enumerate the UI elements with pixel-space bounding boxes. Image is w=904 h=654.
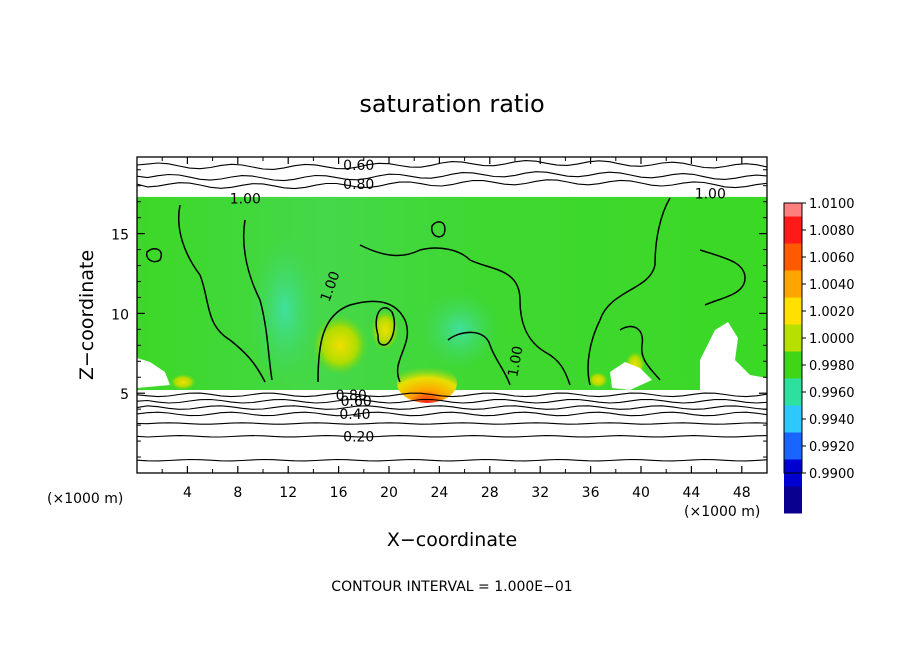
chart-title: saturation ratio [359, 90, 544, 118]
x-axis: 4 8 12 16 20 24 28 32 36 40 44 48 [161, 157, 768, 501]
contour-label: 1.00 [230, 191, 261, 207]
contour-label: 1.00 [505, 345, 526, 378]
plot-area [137, 196, 767, 403]
contour-line [178, 204, 266, 383]
colorbar-swatch [784, 270, 802, 298]
x-unit-right: (×1000 m) [684, 504, 760, 520]
contour-label: 0.60 [341, 394, 372, 410]
x-tick-label: 12 [279, 485, 297, 501]
y-tick-label: 10 [111, 307, 129, 323]
warm-region [371, 310, 399, 350]
contour-line [242, 219, 273, 381]
colorbar-label: 0.9980 [809, 359, 855, 374]
contour-label: 0.40 [339, 407, 370, 423]
subsaturated-patch [610, 362, 652, 390]
colorbar-swatch [784, 486, 802, 514]
contour-line [699, 249, 746, 306]
contour-line [137, 405, 767, 410]
contour-line [137, 160, 767, 170]
colorbar-swatch [784, 351, 802, 379]
hot-spot [397, 363, 457, 403]
colorbar-label: 0.9900 [809, 467, 855, 482]
x-tick-label: 8 [233, 485, 242, 501]
warm-region [170, 374, 196, 390]
contour-label: 0.80 [336, 388, 367, 404]
x-tick-label: 16 [330, 485, 348, 501]
colorbar-swatch [784, 432, 802, 460]
contour-line [619, 325, 661, 381]
x-tick-label: 4 [183, 485, 192, 501]
colorbar-label: 0.9920 [809, 440, 855, 455]
contour-line [317, 300, 408, 383]
contour-line [587, 197, 671, 386]
colorbar-label: 1.0060 [809, 251, 855, 266]
colorbar-swatch [784, 324, 802, 352]
colorbar: 1.0100 1.0080 1.0060 1.0040 1.0020 1.0000 0.99… [783, 197, 855, 514]
colorbar-label: 0.9940 [809, 413, 855, 428]
x-tick-label: 28 [481, 485, 499, 501]
x-tick-label: 32 [531, 485, 549, 501]
colorbar-swatch [784, 378, 802, 406]
colorbar-swatch [784, 297, 802, 325]
colorbar-label: 1.0000 [809, 332, 855, 347]
contour-line [137, 422, 767, 425]
contour-line [431, 221, 446, 238]
colorbar-swatch [784, 216, 802, 244]
x-tick-label: 44 [682, 485, 700, 501]
subsaturated-patch [137, 358, 170, 388]
subsaturated-patch [700, 322, 767, 390]
colorbar-label: 1.0040 [809, 278, 855, 293]
colorbar-swatch [784, 203, 802, 217]
plot-frame [136, 156, 768, 474]
contour-lines [137, 160, 767, 462]
colorbar-label: 1.0100 [809, 197, 855, 212]
colorbar-label: 1.0020 [809, 305, 855, 320]
contour-interval-note: CONTOUR INTERVAL = 1.000E−01 [331, 579, 572, 595]
contour-line [359, 244, 571, 386]
x-tick-label: 36 [582, 485, 600, 501]
x-tick-label: 24 [430, 485, 448, 501]
colorbar-label: 1.0080 [809, 224, 855, 239]
contour-line [137, 392, 767, 398]
cool-region [250, 235, 320, 385]
contour-line [137, 398, 767, 404]
x-unit-left: (×1000 m) [47, 491, 123, 507]
y-tick-label: 15 [111, 228, 129, 244]
contour-line [137, 171, 767, 182]
contour-line [145, 248, 162, 263]
contour-label: 0.80 [343, 177, 374, 193]
contour-line [137, 411, 767, 417]
colorbar-swatch [784, 405, 802, 433]
contour-line [447, 331, 511, 386]
colorbar-label: 0.9960 [809, 386, 855, 401]
y-axis-label: Z−coordinate [76, 250, 98, 380]
warm-region [588, 372, 608, 388]
x-tick-label: 48 [733, 485, 751, 501]
y-tick-label: 5 [120, 387, 129, 403]
colorbar-swatch [784, 243, 802, 271]
contour-line [137, 458, 767, 462]
cool-region [420, 290, 500, 370]
contour-label: 1.00 [695, 187, 726, 203]
warm-region [312, 315, 368, 375]
contour-label: 0.60 [343, 158, 374, 174]
contour-line [137, 179, 767, 190]
x-tick-label: 40 [632, 485, 650, 501]
x-axis-label: X−coordinate [387, 529, 517, 551]
contour-line [375, 306, 396, 346]
y-axis: 5 10 15 [111, 169, 767, 458]
x-tick-label: 20 [380, 485, 398, 501]
contour-label: 0.20 [343, 429, 374, 445]
contour-line [137, 435, 767, 438]
